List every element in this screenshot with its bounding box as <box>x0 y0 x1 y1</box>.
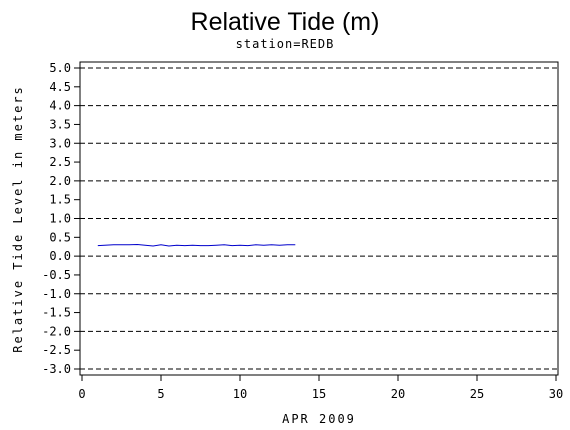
y-tick-label: 2.5 <box>49 155 71 169</box>
tide-series-line <box>97 243 296 247</box>
x-tick-label: 0 <box>78 387 85 401</box>
y-tick-label: -2.0 <box>42 324 71 338</box>
y-tick-label: 0.0 <box>49 249 71 263</box>
x-axis-label: APR 2009 <box>282 412 356 426</box>
plot-frame <box>79 61 559 376</box>
y-tick-label: -2.5 <box>42 343 71 357</box>
y-tick-label: 0.5 <box>49 230 71 244</box>
x-tick-label: 5 <box>157 387 164 401</box>
x-tick-label: 25 <box>470 387 484 401</box>
x-axis-ticks: 0 5 10 15 20 25 30 <box>78 375 563 401</box>
y-tick-label: -0.5 <box>42 268 71 282</box>
x-tick-label: 10 <box>233 387 247 401</box>
chart-title: Relative Tide (m) <box>191 8 380 36</box>
y-tick-label: 4.5 <box>49 80 71 94</box>
y-tick-label: -3.0 <box>42 362 71 376</box>
chart-subtitle: station=REDB <box>236 37 335 51</box>
y-tick-label: 3.5 <box>49 117 71 131</box>
y-tick-label: -1.0 <box>42 287 71 301</box>
y-tick-label: 1.5 <box>49 193 71 207</box>
y-tick-label: 2.0 <box>49 174 71 188</box>
y-tick-label: 1.0 <box>49 212 71 226</box>
x-tick-label: 15 <box>312 387 326 401</box>
y-tick-label: 4.0 <box>49 99 71 113</box>
y-tick-label: 5.0 <box>49 61 71 75</box>
y-axis-label: Relative Tide Level in meters <box>11 85 25 353</box>
y-tick-label: 3.0 <box>49 136 71 150</box>
x-tick-label: 20 <box>391 387 405 401</box>
x-tick-label: 30 <box>549 387 563 401</box>
y-axis-ticks: 5.0 4.5 4.0 3.5 3.0 2.5 2.0 1.5 1.0 0.5 0.0 -0.5 -1.… <box>42 61 80 376</box>
y-tick-label: -1.5 <box>42 306 71 320</box>
grid-lines <box>80 67 558 370</box>
series-group <box>97 243 296 247</box>
